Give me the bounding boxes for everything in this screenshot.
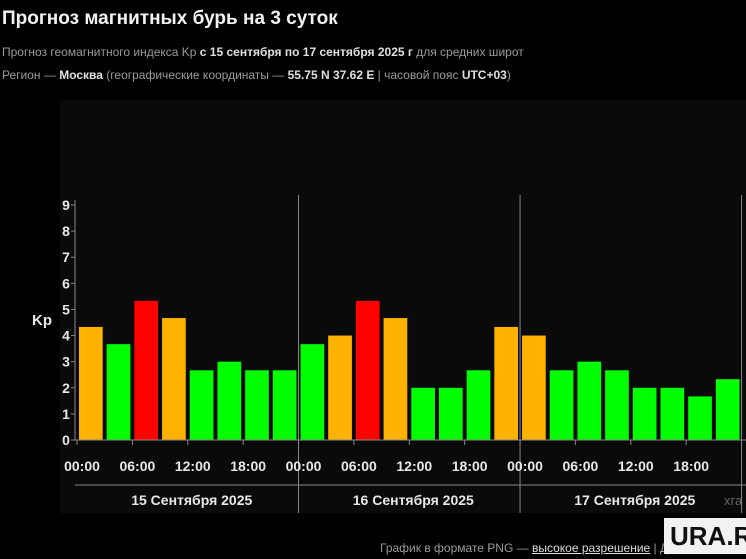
x-tick-label-4: 00:00: [286, 458, 322, 474]
kp-bar-5: [217, 361, 242, 440]
x-tick-label-5: 06:00: [341, 458, 377, 474]
day-label-1: 16 Сентября 2025: [353, 492, 474, 508]
day-label-2: 17 Сентября 2025: [574, 492, 695, 508]
y-axis-label: Kp: [32, 312, 52, 329]
kp-bar-4: [189, 370, 214, 440]
y-tick-label-2: 2: [62, 380, 70, 396]
kp-bar-6: [245, 370, 269, 440]
kp-bar-14: [466, 370, 491, 440]
kp-bar-7: [272, 370, 297, 440]
kp-forecast-chart: Прогноз магнитных бурь, Москва (UTC+03)М…: [32, 100, 746, 513]
kp-bar-13: [438, 387, 463, 440]
region-city: Москва: [59, 68, 103, 82]
kp-bar-17: [549, 370, 574, 440]
coords-prefix: (географические координаты —: [102, 68, 288, 82]
x-tick-label-11: 18:00: [673, 458, 709, 474]
region-coords: 55.75 N 37.62 E: [287, 68, 375, 82]
kp-bar-21: [660, 387, 685, 440]
kp-bar-10: [355, 300, 380, 440]
x-axis-fragment: xга: [724, 493, 743, 508]
page-title: Прогноз магнитных бурь на 3 суток: [2, 8, 338, 29]
kp-bar-16: [522, 335, 546, 440]
date-range: с 15 сентября по 17 сентября 2025 г: [199, 45, 413, 59]
y-tick-label-8: 8: [62, 223, 70, 239]
kp-bar-2: [134, 300, 159, 440]
kp-bar-19: [605, 370, 629, 440]
footer-prefix: График в формате PNG —: [380, 541, 532, 555]
x-tick-label-1: 06:00: [119, 458, 155, 474]
subtitle-suffix: для средних широт: [412, 45, 524, 59]
y-tick-label-5: 5: [62, 301, 70, 317]
day-label-0: 15 Сентября 2025: [131, 492, 252, 508]
chart-panel: [60, 100, 746, 513]
kp-bar-15: [494, 326, 519, 440]
kp-bar-12: [411, 387, 435, 440]
kp-bar-0: [79, 326, 103, 440]
kp-bar-20: [632, 387, 657, 440]
kp-bar-3: [162, 318, 186, 440]
hires-png-link[interactable]: высокое разрешение: [531, 541, 651, 555]
x-tick-label-7: 18:00: [452, 458, 488, 474]
y-tick-label-6: 6: [62, 275, 70, 291]
kp-bar-1: [106, 344, 131, 440]
region-end: ): [506, 68, 511, 82]
kp-bar-8: [300, 344, 325, 440]
y-tick-label-0: 0: [62, 432, 70, 448]
y-tick-label-3: 3: [62, 354, 70, 370]
x-tick-label-3: 18:00: [230, 458, 266, 474]
region-prefix: Регион —: [2, 68, 60, 82]
ura-logo: URA.R: [664, 518, 746, 554]
subtitle-prefix: Прогноз геомагнитного индекса Kp: [2, 45, 200, 59]
x-tick-label-6: 12:00: [396, 458, 432, 474]
region-timezone: UTC+03: [461, 68, 507, 82]
y-tick-label-1: 1: [62, 406, 70, 422]
forecast-subtitle: Прогноз геомагнитного индекса Kp с 15 се…: [2, 45, 524, 59]
kp-bar-23: [715, 379, 740, 440]
x-tick-label-2: 12:00: [175, 458, 211, 474]
kp-bar-9: [328, 335, 352, 440]
kp-bar-22: [688, 396, 712, 440]
x-tick-label-9: 06:00: [563, 458, 599, 474]
tz-prefix: | часовой пояс: [374, 68, 462, 82]
kp-bar-18: [577, 361, 602, 440]
kp-bar-11: [383, 318, 408, 440]
y-tick-label-9: 9: [62, 197, 70, 213]
footer: График в формате PNG — высокое разрешени…: [380, 541, 697, 555]
x-tick-label-0: 00:00: [64, 458, 100, 474]
x-tick-label-10: 12:00: [618, 458, 654, 474]
region-line: Регион — Москва (географические координа…: [2, 68, 511, 82]
y-tick-label-4: 4: [62, 328, 70, 344]
y-tick-label-7: 7: [62, 249, 70, 265]
x-tick-label-8: 00:00: [507, 458, 543, 474]
